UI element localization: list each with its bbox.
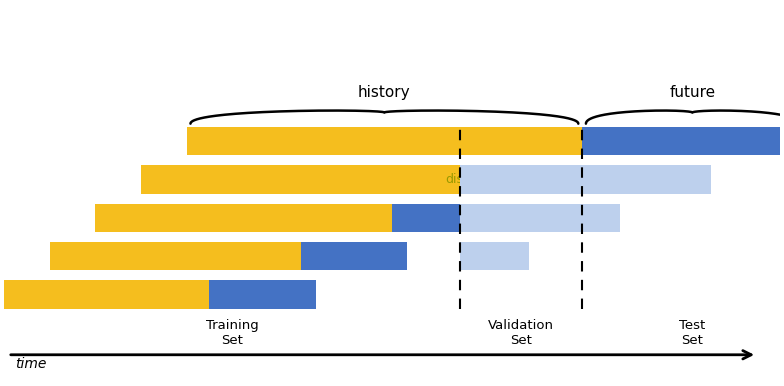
Bar bbox=[582, 127, 784, 155]
Bar bbox=[392, 204, 460, 232]
Bar bbox=[460, 165, 590, 193]
Text: time: time bbox=[16, 357, 47, 371]
Bar bbox=[301, 242, 407, 270]
Bar bbox=[209, 280, 316, 308]
Bar bbox=[499, 204, 620, 232]
Bar bbox=[50, 242, 301, 270]
Bar bbox=[460, 204, 499, 232]
Bar bbox=[460, 242, 529, 270]
Bar bbox=[187, 127, 582, 155]
Bar bbox=[392, 204, 499, 232]
Text: future: future bbox=[670, 85, 716, 100]
Bar bbox=[96, 204, 392, 232]
Bar bbox=[141, 165, 483, 193]
Text: Training
Set: Training Set bbox=[206, 319, 259, 347]
Text: discard: discard bbox=[445, 173, 491, 186]
Text: Test
Set: Test Set bbox=[679, 319, 706, 347]
Text: history: history bbox=[358, 85, 411, 100]
Bar bbox=[301, 242, 407, 270]
Bar bbox=[590, 165, 711, 193]
Text: Validation
Set: Validation Set bbox=[488, 319, 554, 347]
Bar bbox=[209, 280, 316, 308]
Bar bbox=[4, 280, 209, 308]
Text: discard: discard bbox=[400, 211, 445, 224]
Bar bbox=[483, 165, 590, 193]
